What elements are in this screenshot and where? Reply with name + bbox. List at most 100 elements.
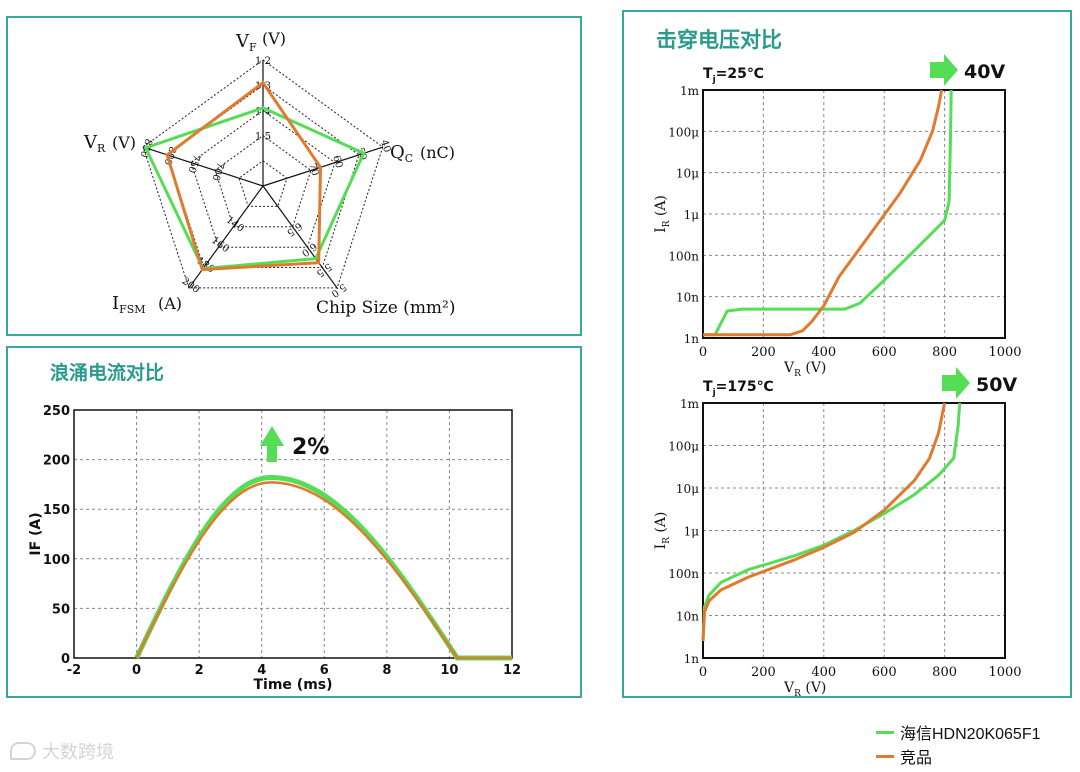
radar-axis-label-vf: VF <box>235 31 257 54</box>
surge-x-tick: -2 <box>67 663 81 678</box>
bd-x-tick: 800 <box>932 665 957 680</box>
radar-tick-label: 60 <box>330 154 344 170</box>
radar-tick-label: 1.5 <box>255 132 271 143</box>
radar-spoke <box>188 185 264 289</box>
bd-y-tick: 10n <box>676 291 699 305</box>
radar-tick-label: 160 <box>209 235 231 255</box>
bd-x-label: VR (V) <box>783 680 826 699</box>
bd-x-tick: 0 <box>699 665 707 680</box>
surge-y-tick: 200 <box>43 454 70 469</box>
bd-x-tick: 600 <box>872 345 897 360</box>
legend: 海信HDN20K065F1 竞品 <box>876 720 1041 768</box>
radar-grid-ring <box>214 134 312 228</box>
radar-spoke <box>262 185 338 289</box>
radar-axis-unit-vf: (V) <box>262 29 286 48</box>
surge-x-tick: 10 <box>440 663 458 678</box>
bd-x-tick: 200 <box>751 345 776 360</box>
radar-tick-label: 1.4 <box>255 106 271 117</box>
surge-y-label: IF (A) <box>28 512 44 555</box>
bd-y-tick: 100n <box>668 249 699 263</box>
radar-series-hisense <box>143 106 366 271</box>
bd-y-tick: 1n <box>684 332 700 346</box>
bd-y-label: IR (A) <box>653 195 672 233</box>
surge-x-tick: 12 <box>503 663 521 678</box>
radar-tick-label: 1.3 <box>255 81 271 92</box>
breakdown-title: 击穿电压对比 <box>656 28 782 52</box>
surge-y-tick: 0 <box>61 652 70 667</box>
surge-y-tick: 250 <box>43 404 70 419</box>
bd-annotation: 40V <box>964 61 1005 83</box>
bd-series-hisense <box>703 89 953 337</box>
bd-x-tick: 400 <box>811 665 836 680</box>
radar-tick-label: 1.2 <box>255 56 271 67</box>
bd-condition-label: Tj=175℃ <box>703 379 774 398</box>
surge-annotation: 2% <box>292 435 329 460</box>
radar-axis-unit-qc: (nC) <box>420 143 455 162</box>
radar-axis-unit-vr: (V) <box>112 133 136 152</box>
radar-tick-label: 70 <box>306 162 320 178</box>
bd-x-tick: 1000 <box>988 345 1021 360</box>
bd-annotation: 50V <box>976 374 1017 396</box>
breakdown-panel: 击穿电压对比 <box>622 10 1072 698</box>
surge-x-tick: 2 <box>195 663 204 678</box>
bd-series-hisense <box>701 402 962 642</box>
radar-series-competitor <box>165 80 323 272</box>
radar-tick-label: 140 <box>224 215 246 235</box>
radar-spoke <box>142 146 264 187</box>
bd-plot-frame <box>702 402 1006 659</box>
bd-plot-frame <box>702 89 1006 339</box>
radar-axis-label-qc: QC <box>390 142 413 165</box>
surge-y-tick: 150 <box>43 503 70 518</box>
bd-y-tick: 100μ <box>668 440 699 454</box>
surge-x-label: Time (ms) <box>253 677 332 693</box>
bd-x-tick: 200 <box>751 665 776 680</box>
bd-right-arrow-icon <box>942 367 970 399</box>
legend-label-competitor: 竞品 <box>900 750 933 767</box>
bd-x-tick: 400 <box>811 345 836 360</box>
legend-swatch-competitor <box>876 754 894 758</box>
surge-x-tick: 8 <box>382 663 391 678</box>
bd-y-tick: 10μ <box>676 167 699 181</box>
bd-y-tick: 1μ <box>684 208 700 222</box>
surge-series-competitor <box>135 481 512 660</box>
bd-x-tick: 0 <box>699 345 707 360</box>
surge-y-tick: 50 <box>52 602 70 617</box>
radar-axis-label-vr: VR <box>83 132 106 155</box>
legend-item-hisense: 海信HDN20K065F1 <box>876 720 1041 744</box>
radar-grid-ring <box>238 160 288 207</box>
bd-x-tick: 1000 <box>988 665 1021 680</box>
radar-axis-label-ifsm: IFSM <box>112 293 146 316</box>
surge-y-tick: 100 <box>43 553 70 568</box>
legend-label-hisense: 海信HDN20K065F1 <box>900 726 1041 743</box>
bd-y-tick: 1μ <box>684 525 700 539</box>
surge-x-tick: 6 <box>320 663 329 678</box>
watermark-text: 大数跨境 <box>42 742 114 763</box>
legend-swatch-hisense <box>876 730 894 734</box>
radar-tick-label: 5.0 <box>329 281 348 299</box>
surge-plot-frame <box>73 409 513 659</box>
legend-item-competitor: 竞品 <box>876 744 1041 768</box>
bd-right-arrow-icon <box>930 54 958 86</box>
bd-y-tick: 1n <box>684 652 700 666</box>
radar-tick-label: 200 <box>179 276 201 296</box>
bd-y-tick: 1m <box>680 397 700 411</box>
radar-tick-label: 6.5 <box>284 220 303 238</box>
watermark-logo-icon <box>10 742 36 760</box>
radar-grid-ring <box>142 59 384 289</box>
radar-tick-label: 750 <box>185 153 201 175</box>
bd-y-tick: 10μ <box>676 482 699 496</box>
radar-tick-label: 700 <box>209 160 225 182</box>
bd-y-label: IR (A) <box>653 512 672 550</box>
bd-y-tick: 100n <box>668 567 699 581</box>
bd-x-label: VR (V) <box>783 360 826 379</box>
bd-y-tick: 1m <box>680 84 700 98</box>
radar-tick-label: 40 <box>378 139 392 155</box>
bd-y-tick: 10n <box>676 610 699 624</box>
bd-x-tick: 800 <box>932 345 957 360</box>
bd-series-competitor <box>701 402 947 642</box>
radar-axis-label-chipsize: Chip Size (mm²) <box>316 298 456 318</box>
radar-axis-unit-ifsm: (A) <box>158 294 182 313</box>
bd-y-tick: 100μ <box>668 125 699 139</box>
surge-title: 浪涌电流对比 <box>50 362 165 384</box>
